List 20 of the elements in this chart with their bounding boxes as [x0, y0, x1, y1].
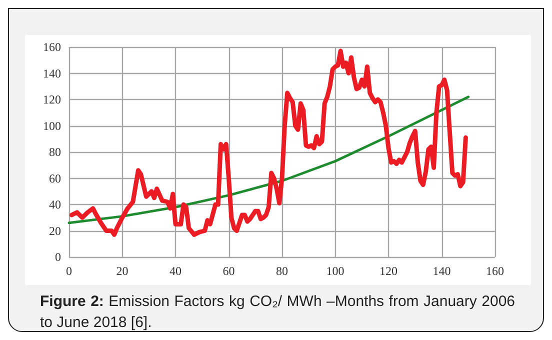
y-tick-label: 20 — [49, 224, 61, 238]
x-tick-label: 60 — [222, 264, 235, 278]
x-tick-label: 100 — [326, 264, 344, 278]
y-tick-label: 160 — [43, 40, 61, 54]
x-tick-label: 80 — [276, 264, 288, 278]
x-tick-label: 120 — [380, 264, 398, 278]
y-tick-label: 60 — [49, 171, 61, 186]
y-tick-label: 120 — [43, 92, 61, 106]
x-tick-label: 160 — [486, 264, 504, 278]
x-tick-label: 0 — [66, 264, 72, 278]
x-tick-label: 40 — [170, 264, 182, 278]
y-tick-label: 80 — [49, 145, 61, 159]
y-tick-label: 100 — [43, 118, 61, 133]
y-tick-label: 40 — [49, 198, 61, 212]
x-tick-label: 20 — [116, 264, 128, 278]
line-series — [69, 48, 468, 237]
x-tick-label: 140 — [432, 264, 451, 278]
caption: Figure 2: Emission Factors kg CO₂/ MWh –Months from January 2006 to June 2018 [6]. — [40, 293, 516, 331]
y-tick-label: 0 — [55, 250, 61, 264]
y-tick-label: 140 — [43, 66, 61, 80]
